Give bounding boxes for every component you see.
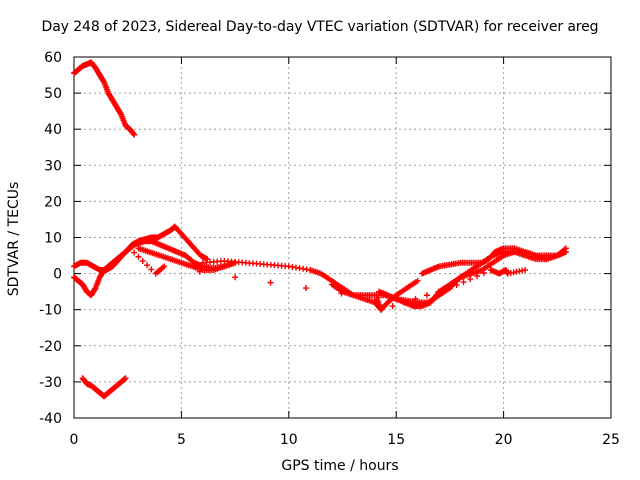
data-point <box>302 285 309 292</box>
data-point <box>460 279 467 286</box>
data-point <box>423 292 430 299</box>
data-point <box>131 131 138 138</box>
data-point <box>161 263 168 270</box>
data-point <box>446 285 453 292</box>
y-tick-label: -40 <box>39 411 62 427</box>
x-tick-labels: 0 5 10 15 20 25 <box>70 432 620 448</box>
data-point <box>100 78 107 85</box>
data-point <box>122 375 129 382</box>
y-tick-label: 40 <box>44 122 62 138</box>
data-point <box>480 269 487 276</box>
y-axis-label: SDTVAR / TECUs <box>6 182 22 297</box>
y-tick-label: 60 <box>44 50 62 66</box>
y-tick-label: 10 <box>44 231 62 247</box>
data-point <box>196 268 203 275</box>
series-arc-mid <box>71 223 211 273</box>
x-tick-label: 20 <box>495 432 513 448</box>
data-point <box>232 274 239 281</box>
data-point <box>91 286 98 293</box>
chart-title: Day 248 of 2023, Sidereal Day-to-day VTE… <box>41 19 599 35</box>
data-points <box>71 59 569 400</box>
data-point <box>139 257 146 264</box>
x-tick-label: 25 <box>602 432 620 448</box>
data-point <box>204 256 211 263</box>
data-point <box>130 130 137 137</box>
y-tick-label: 30 <box>44 158 62 174</box>
data-point <box>126 245 133 252</box>
y-tick-label: 0 <box>53 267 62 283</box>
y-tick-label: 20 <box>44 194 62 210</box>
ticks <box>73 56 612 419</box>
data-point <box>474 273 481 280</box>
data-point <box>378 306 385 313</box>
data-point <box>412 295 419 302</box>
y-tick-labels: -40 -30 -20 -10 0 10 20 30 40 50 60 <box>39 50 62 427</box>
y-tick-label: -10 <box>39 303 62 319</box>
series-arc-high <box>71 59 138 138</box>
data-point <box>453 282 460 289</box>
series-arc-low <box>79 375 129 400</box>
data-point <box>267 279 274 286</box>
x-tick-label: 10 <box>280 432 298 448</box>
grid <box>74 57 611 418</box>
x-axis-label: GPS time / hours <box>281 458 398 474</box>
data-point <box>522 266 529 273</box>
data-point <box>131 249 138 256</box>
data-point <box>435 288 442 295</box>
y-tick-label: 50 <box>44 86 62 102</box>
y-tick-label: -30 <box>39 375 62 391</box>
data-point <box>401 299 408 306</box>
series-arc-iso <box>126 245 529 313</box>
series-arc-lowB <box>328 248 567 306</box>
data-point <box>148 266 155 273</box>
x-tick-label: 5 <box>177 432 186 448</box>
data-point <box>414 277 421 284</box>
data-point <box>135 253 142 260</box>
data-point <box>144 262 151 269</box>
data-point <box>117 110 124 117</box>
y-tick-label: -20 <box>39 339 62 355</box>
data-point <box>562 245 569 252</box>
data-point <box>338 290 345 297</box>
x-tick-label: 0 <box>70 432 79 448</box>
data-point <box>389 303 396 310</box>
x-tick-label: 15 <box>387 432 405 448</box>
data-point <box>467 276 474 283</box>
series-arc-upper <box>418 245 569 277</box>
